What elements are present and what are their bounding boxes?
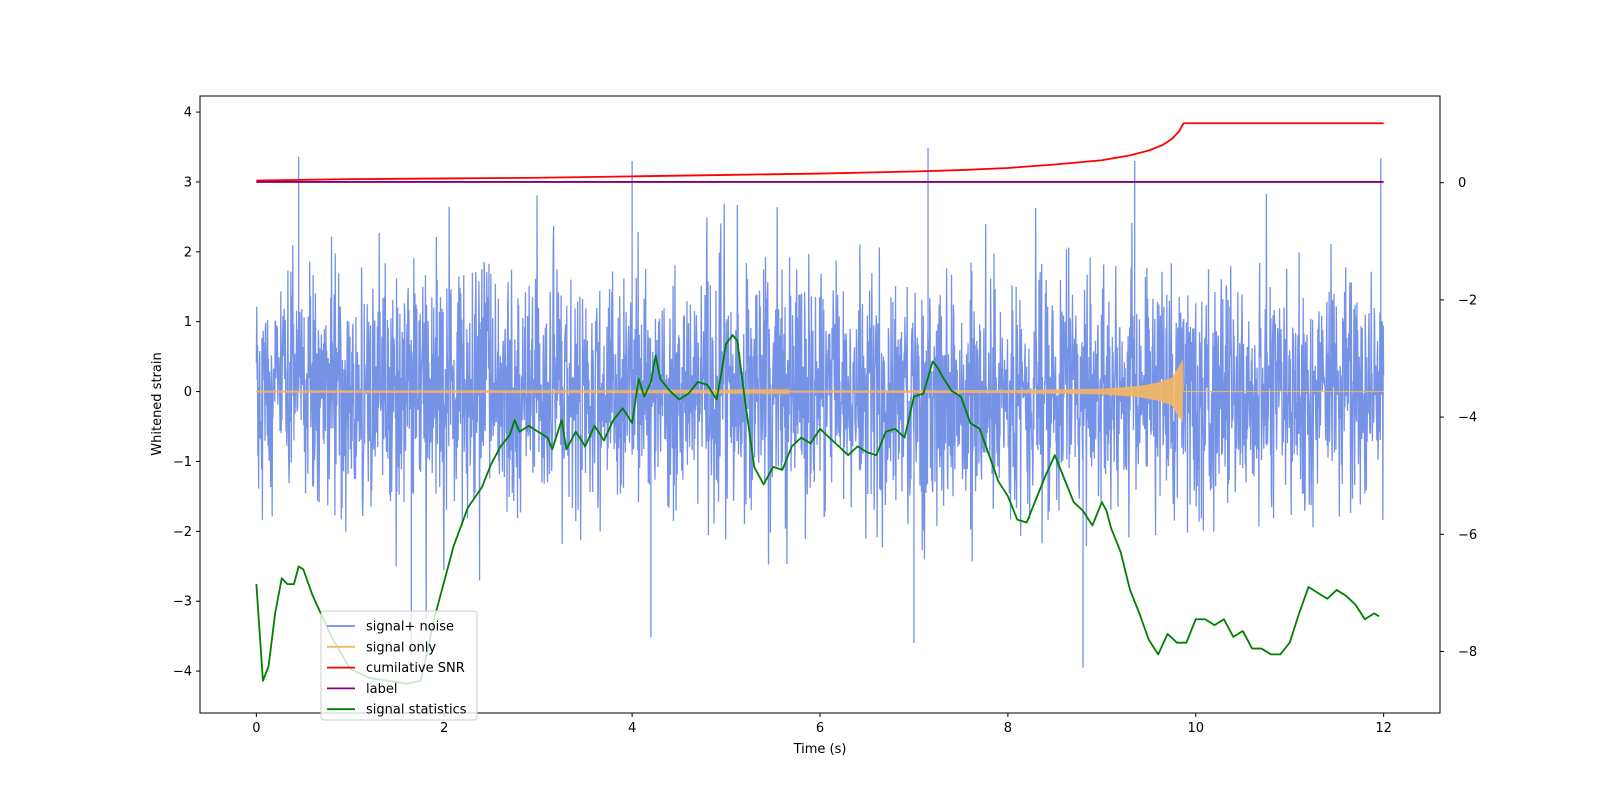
x-tick-label: 10 [1187, 721, 1204, 736]
series-signal-only-line [255, 360, 1384, 423]
legend-box [320, 610, 478, 721]
y2-tick-label: −8 [1458, 645, 1477, 660]
x-tick-label: 0 [252, 721, 260, 736]
y-axis-left: −4 −3 −2 −1 0 1 2 3 4 [173, 106, 200, 680]
series-signal-statistics-line [255, 334, 1380, 685]
y-tick-label: −3 [173, 595, 192, 610]
x-tick-label: 4 [628, 721, 636, 736]
y-tick-label: −1 [173, 455, 192, 470]
x-axis: 0 2 4 6 8 10 12 [252, 713, 1392, 736]
y2-tick-label: 0 [1458, 176, 1466, 191]
x-axis-title: Time (s) [793, 742, 847, 757]
y2-tick-label: −2 [1458, 293, 1477, 308]
x-tick-label: 8 [1004, 721, 1012, 736]
y2-tick-label: −4 [1458, 411, 1477, 426]
y-tick-label: 1 [184, 315, 192, 330]
legend-label: label [366, 682, 397, 697]
x-tick-label: 2 [440, 721, 448, 736]
legend-label: signal only [366, 640, 436, 655]
y-axis-title: Whitened strain [150, 352, 165, 455]
y-tick-label: 3 [184, 175, 192, 190]
legend-label: signal statistics [366, 703, 467, 718]
y-tick-label: 0 [184, 385, 192, 400]
legend-label: signal+ noise [366, 620, 454, 635]
y-tick-label: −2 [173, 525, 192, 540]
y-tick-label: −4 [173, 665, 192, 680]
legend-label: cumilative SNR [366, 661, 465, 676]
y-tick-label: 2 [184, 245, 192, 260]
x-tick-label: 12 [1375, 721, 1392, 736]
series-signal-noise-line [255, 147, 1385, 668]
y2-tick-label: −6 [1458, 528, 1477, 543]
plot-series-layer [255, 122, 1385, 685]
y-axis-right: −8 −6 −4 −2 0 [1440, 176, 1477, 660]
series-cumulative-snr-line [256, 122, 1384, 182]
x-tick-label: 6 [816, 721, 824, 736]
legend: signal+ noise signal only cumilative SNR la… [320, 610, 478, 721]
y-tick-label: 4 [184, 106, 192, 121]
